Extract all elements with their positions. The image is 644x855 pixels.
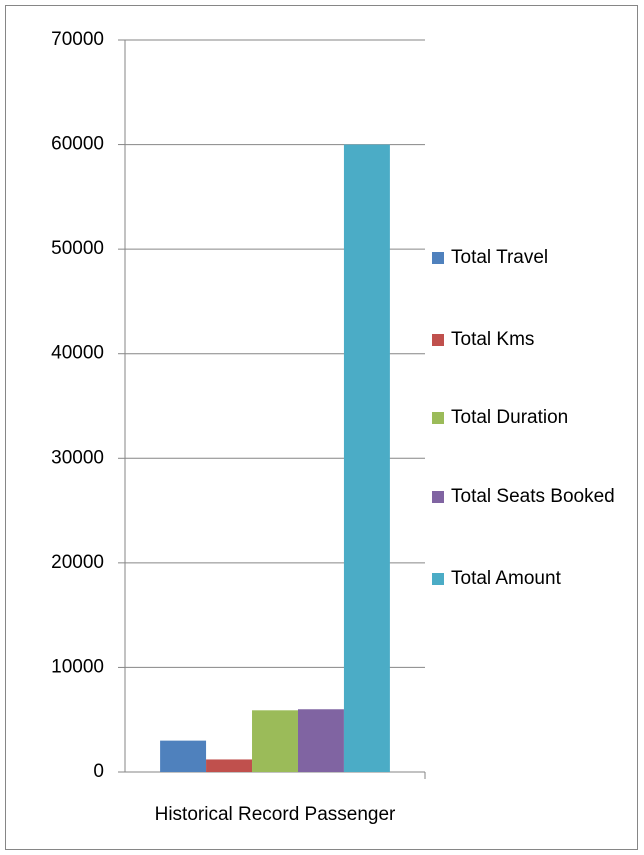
y-tick-label: 60000 bbox=[51, 134, 104, 155]
bar bbox=[206, 759, 253, 772]
legend-swatch bbox=[432, 334, 444, 346]
chart-frame bbox=[5, 5, 638, 850]
bar bbox=[160, 740, 207, 772]
y-tick-label: 0 bbox=[93, 761, 104, 782]
y-tick-label: 50000 bbox=[51, 238, 104, 259]
bar bbox=[343, 144, 390, 773]
bar bbox=[252, 710, 298, 772]
y-tick-label: 10000 bbox=[51, 656, 104, 677]
y-tick-label: 20000 bbox=[51, 552, 104, 573]
legend-swatch bbox=[432, 573, 444, 585]
legend-swatch bbox=[432, 412, 444, 424]
legend-label: Total Kms bbox=[451, 329, 534, 350]
legend-swatch bbox=[432, 252, 444, 264]
x-tick-label: Historical Record Passenger bbox=[155, 804, 396, 825]
legend-label: Total Seats Booked bbox=[451, 486, 615, 507]
y-tick-label: 40000 bbox=[51, 343, 104, 364]
y-tick-label: 30000 bbox=[51, 447, 104, 468]
y-tick-label: 70000 bbox=[51, 29, 104, 50]
legend-label: Total Duration bbox=[451, 407, 568, 428]
legend-swatch bbox=[432, 491, 444, 503]
bar bbox=[297, 709, 344, 772]
legend-label: Total Travel bbox=[451, 247, 548, 268]
legend-label: Total Amount bbox=[451, 568, 562, 589]
